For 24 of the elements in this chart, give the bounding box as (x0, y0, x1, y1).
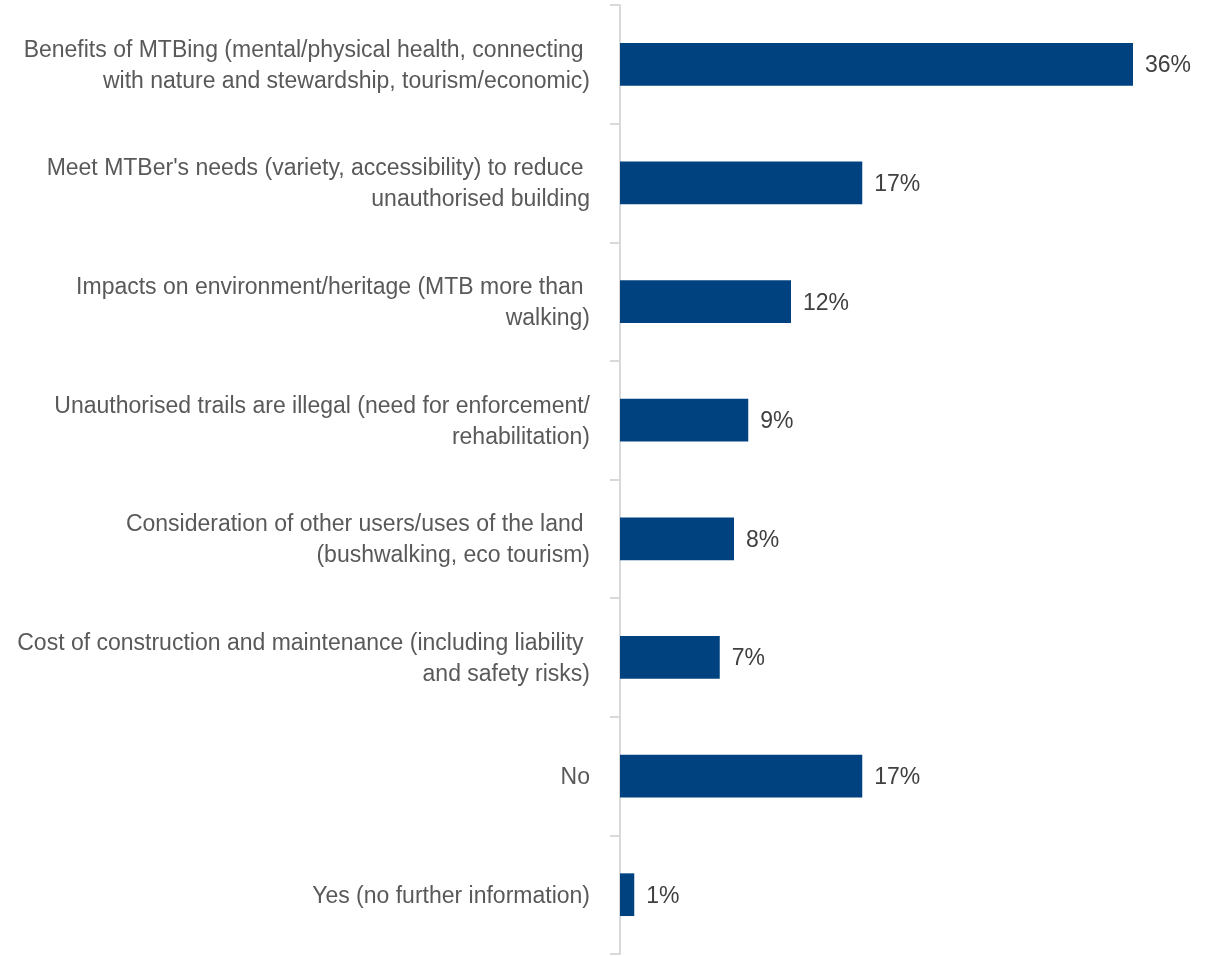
data-label: 36% (1145, 51, 1192, 78)
y-tick-label: Impacts on environment/heritage (MTB more than walking) (76, 273, 590, 331)
bar (620, 754, 863, 798)
bar (620, 42, 1133, 86)
bar (620, 873, 635, 917)
data-label: 7% (731, 644, 765, 671)
data-label: 1% (646, 881, 680, 908)
data-label: 17% (874, 169, 921, 196)
bar (620, 517, 734, 561)
y-tick-label: Cost of construction and maintenance (including liability and safety risks) (17, 628, 590, 686)
y-tick-label: No (560, 763, 590, 790)
y-tick-label: Yes (no further information) (312, 881, 590, 908)
y-tick-label: Unauthorised trails are illegal (need for enforcement/rehabilitation) (54, 391, 591, 449)
bar (620, 398, 749, 442)
y-tick-label: Meet MTBer's needs (variety, accessibility) to reduce unauthorised building (46, 154, 590, 212)
data-label: 17% (874, 763, 921, 790)
bar (620, 280, 791, 323)
data-label: 9% (760, 407, 794, 434)
bar (620, 636, 720, 679)
y-tick-label: Consideration of other users/uses of the land (bushwalking, eco tourism) (125, 510, 590, 568)
data-label: 12% (803, 288, 850, 315)
data-label: 8% (746, 525, 780, 552)
bar (620, 161, 863, 205)
y-tick-label: Benefits of MTBing (mental/physical health, connecting with nature and stewardship, tourism/economic) (23, 35, 590, 93)
